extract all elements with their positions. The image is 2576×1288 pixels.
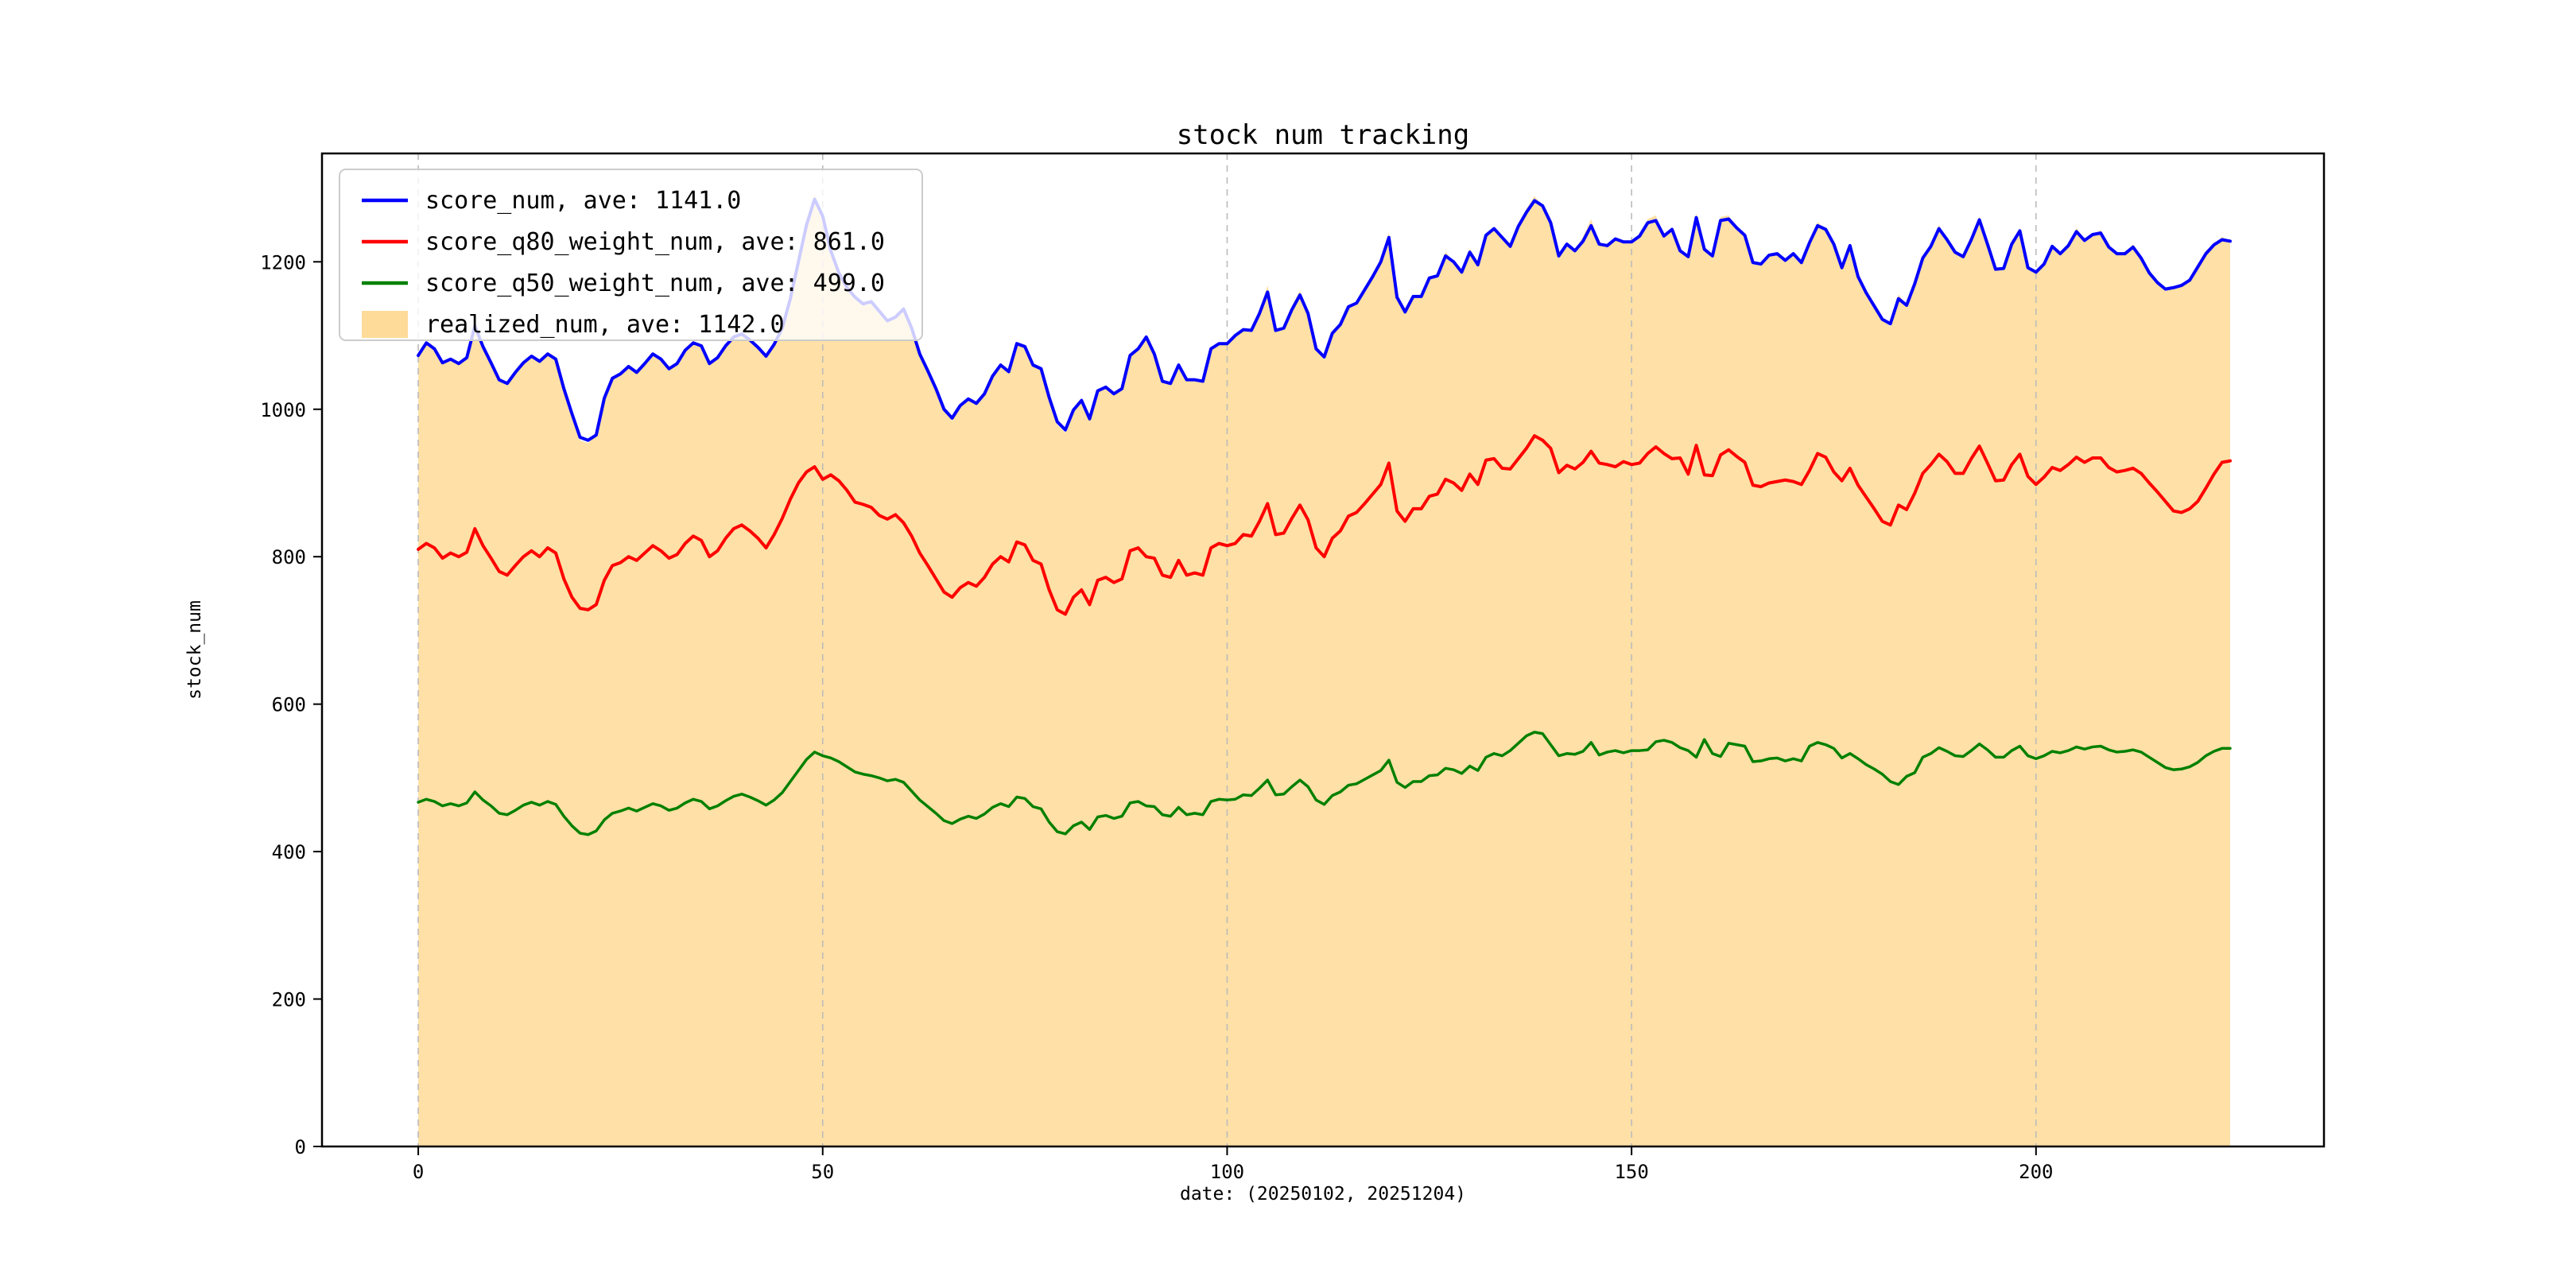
series-line-score_num [417, 197, 2232, 442]
x-tick-label: 0 [413, 1161, 424, 1183]
legend-label: score_q80_weight_num, ave: 861.0 [425, 228, 885, 256]
y-tick-label: 1000 [260, 399, 306, 421]
legend-box [339, 169, 923, 341]
y-tick-label: 400 [272, 841, 306, 863]
x-tick-label: 200 [2019, 1161, 2053, 1183]
area-realized_num [418, 193, 2230, 1146]
y-axis-label: stock_num [184, 600, 205, 700]
series-line-score_q80_weight_num [417, 434, 2232, 616]
x-tick-label: 150 [1614, 1161, 1648, 1183]
y-tick-label: 1200 [260, 251, 306, 274]
legend-label: score_q50_weight_num, ave: 499.0 [425, 270, 885, 297]
series-line-score_q50_weight_num [417, 731, 2232, 836]
y-tick-label: 200 [272, 989, 306, 1011]
x-axis-label: date: (20250102, 20251204) [1180, 1184, 1466, 1205]
x-tick-label: 50 [811, 1161, 834, 1183]
y-tick-label: 800 [272, 546, 306, 568]
plot-frame [320, 152, 2326, 1148]
y-tick-label: 0 [295, 1136, 306, 1158]
chart-title: stock num tracking [1177, 119, 1469, 151]
realized_num-legend-patch [362, 311, 408, 338]
legend-label: realized_num, ave: 1142.0 [425, 311, 785, 339]
x-tick-label: 100 [1210, 1161, 1244, 1183]
y-tick-label: 600 [272, 694, 306, 716]
legend-label: score_num, ave: 1141.0 [425, 187, 741, 215]
